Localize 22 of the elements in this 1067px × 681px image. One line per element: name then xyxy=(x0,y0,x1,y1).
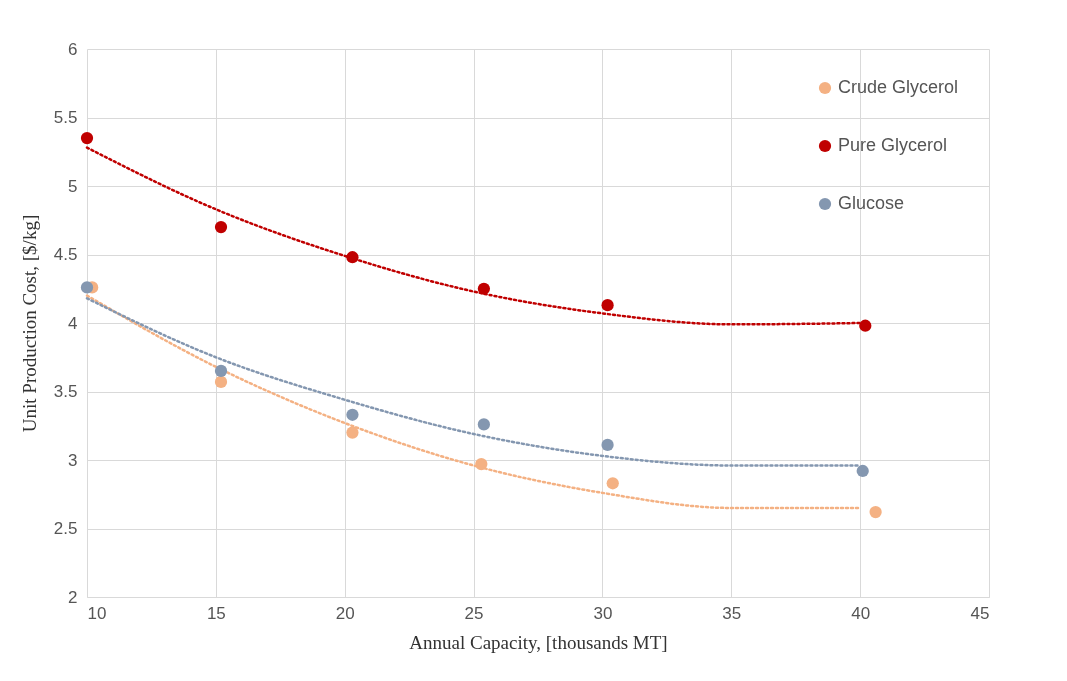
x-axis-title: Annual Capacity, [thousands MT] xyxy=(409,631,668,653)
x-tick-label: 45 xyxy=(970,603,990,623)
y-axis-title: Unit Production Cost, [$/kg] xyxy=(18,214,40,433)
legend-label: Glucose xyxy=(838,193,905,213)
y-tick-label: 3 xyxy=(68,450,78,470)
x-tick-label: 35 xyxy=(722,603,742,623)
x-tick-label: 10 xyxy=(87,603,107,623)
x-tick-label: 15 xyxy=(206,603,226,623)
y-tick-label: 5 xyxy=(68,176,78,196)
y-tick-label: 2 xyxy=(68,587,78,607)
x-tick-label: 20 xyxy=(335,603,355,623)
x-tick-label: 25 xyxy=(464,603,484,623)
legend-label: Crude Glycerol xyxy=(838,77,959,97)
y-tick-label: 6 xyxy=(68,39,78,59)
x-tick-label: 40 xyxy=(851,603,871,623)
y-tick-label: 2.5 xyxy=(53,519,78,538)
x-tick-label: 30 xyxy=(593,603,613,623)
y-tick-label: 3.5 xyxy=(53,382,78,401)
legend-label: Pure Glycerol xyxy=(838,135,948,155)
y-tick-label: 4 xyxy=(68,313,78,333)
y-tick-label: 5.5 xyxy=(53,108,78,127)
y-tick-label: 4.5 xyxy=(53,245,78,264)
